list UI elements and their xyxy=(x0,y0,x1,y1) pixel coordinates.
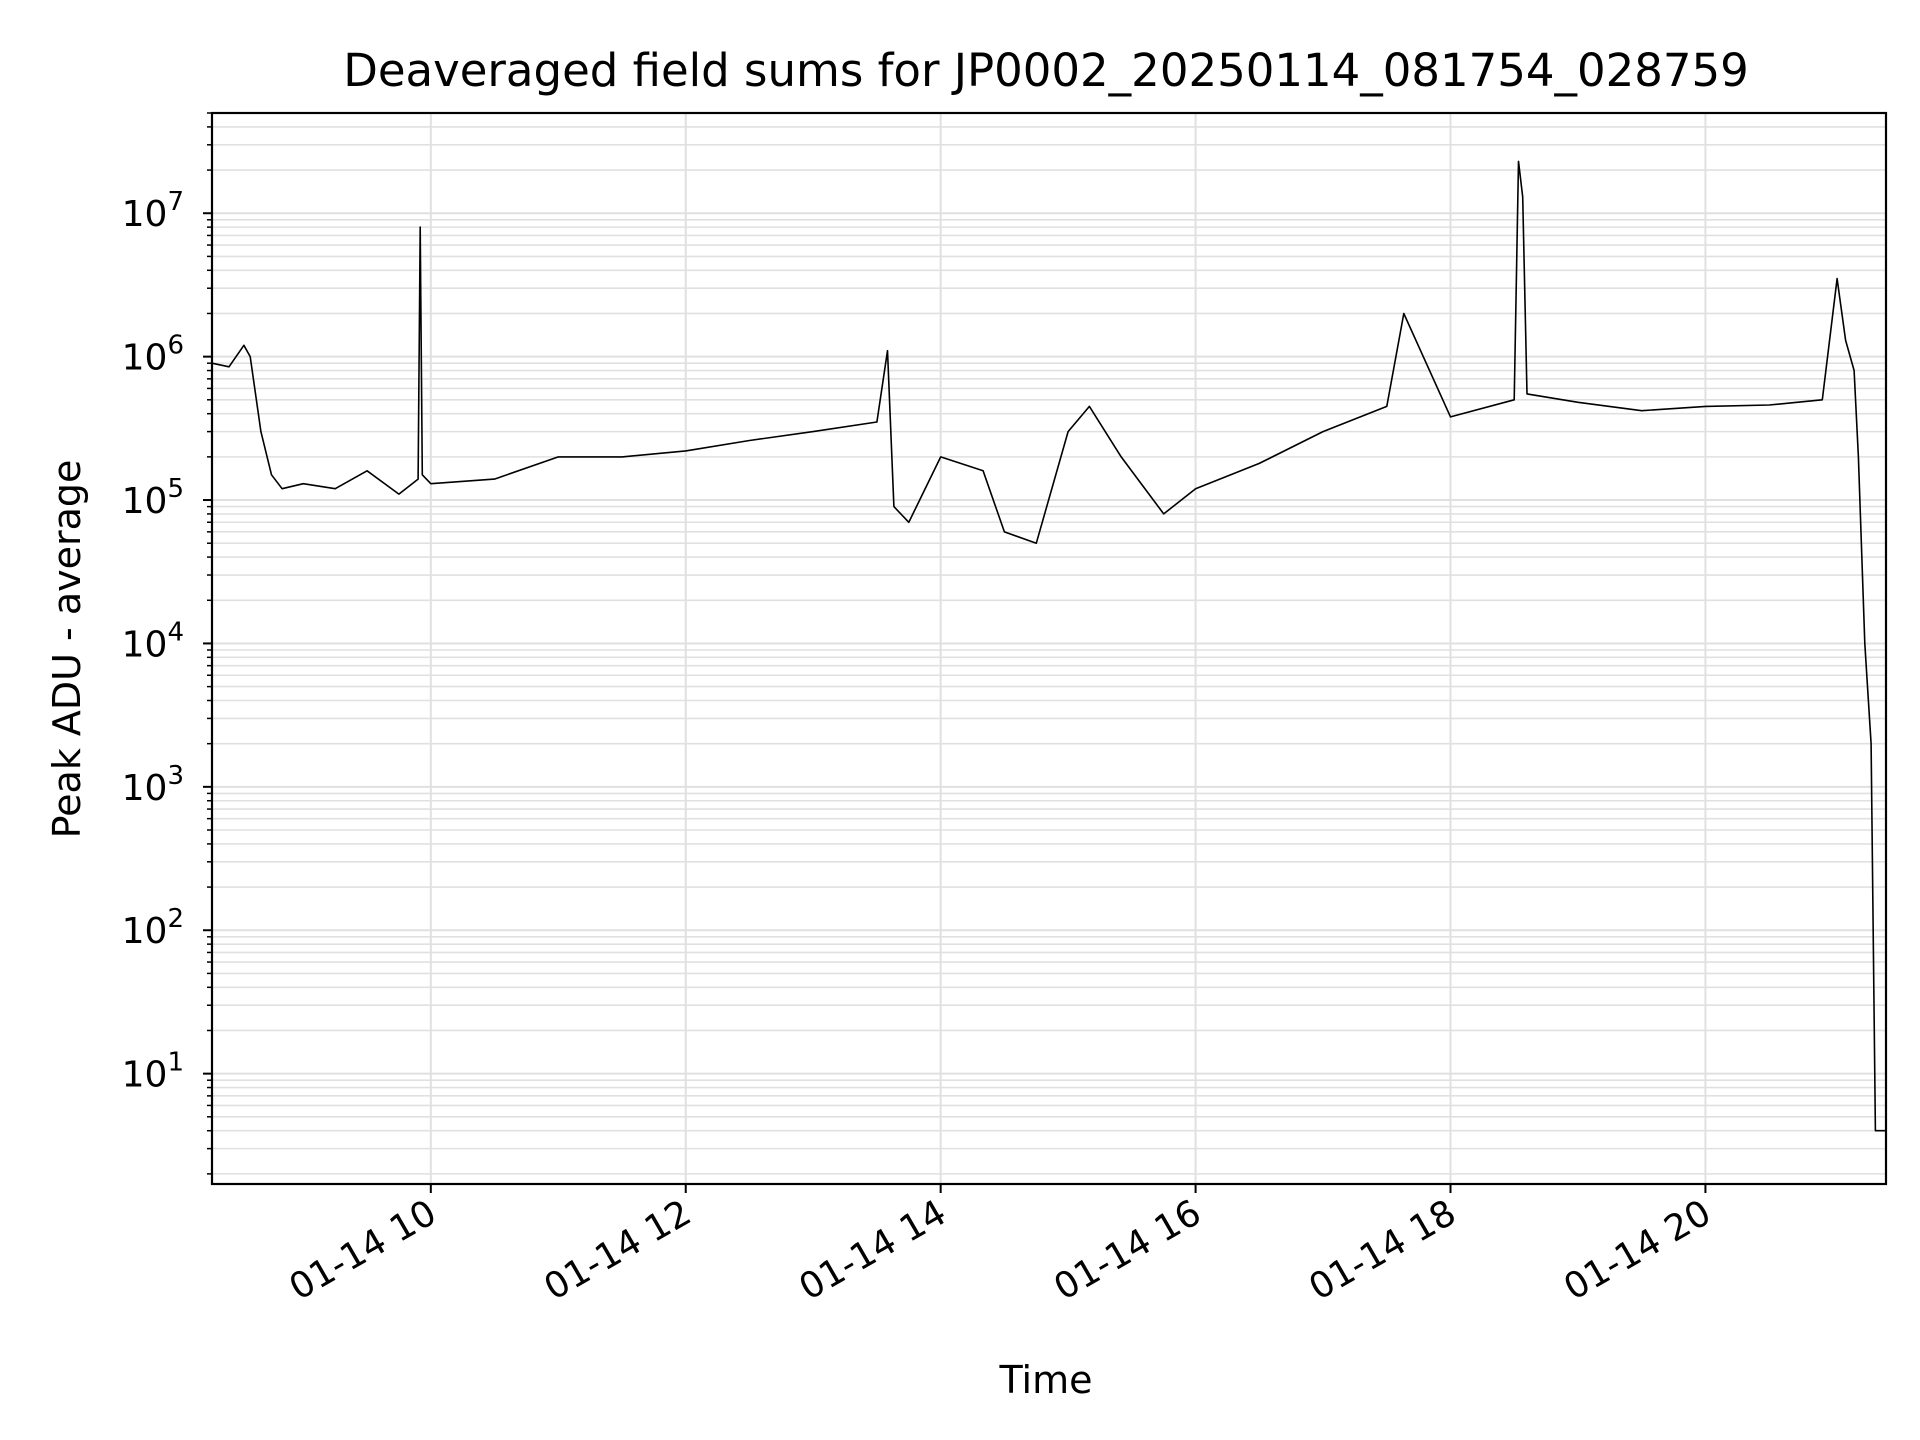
y-axis-label: Peak ADU - average xyxy=(45,460,89,839)
y-tick-base: 10 xyxy=(122,481,168,522)
y-tick-label: 106 xyxy=(122,331,184,379)
axis-ticks xyxy=(203,112,1707,1193)
y-tick-exponent: 7 xyxy=(167,187,184,217)
y-tick-label: 102 xyxy=(122,904,184,952)
x-tick-label: 01-14 18 xyxy=(1302,1192,1463,1308)
y-tick-exponent: 5 xyxy=(167,474,184,504)
x-tick-label: 01-14 16 xyxy=(1047,1192,1208,1308)
y-tick-label: 104 xyxy=(122,617,184,665)
grid-lines xyxy=(212,112,1886,1184)
y-tick-label: 101 xyxy=(122,1048,184,1096)
series-layer xyxy=(211,160,1886,1132)
x-tick-labels: 01-14 10 01-14 12 01-14 14 01-14 16 01-14 18… xyxy=(283,1192,1718,1308)
y-tick-base: 10 xyxy=(122,911,168,952)
y-tick-label: 107 xyxy=(122,187,184,235)
series-line xyxy=(211,160,1886,1132)
y-tick-exponent: 6 xyxy=(167,331,184,361)
y-tick-base: 10 xyxy=(122,624,168,665)
x-tick-label: 01-14 20 xyxy=(1557,1192,1718,1308)
plot-frame xyxy=(210,111,1888,1186)
y-tick-label: 105 xyxy=(122,474,184,522)
y-tick-exponent: 1 xyxy=(167,1048,184,1078)
x-axis-label: Time xyxy=(999,1358,1093,1402)
chart-title: Deaveraged field sums for JP0002_2025011… xyxy=(343,44,1749,97)
y-tick-base: 10 xyxy=(122,338,168,379)
y-tick-exponent: 3 xyxy=(167,761,184,791)
x-tick-label: 01-14 14 xyxy=(792,1192,953,1308)
y-tick-base: 10 xyxy=(122,768,168,809)
x-tick-label: 01-14 12 xyxy=(538,1192,699,1308)
y-tick-label: 103 xyxy=(122,761,184,809)
y-tick-exponent: 2 xyxy=(167,904,184,934)
x-tick-label: 01-14 10 xyxy=(283,1192,444,1308)
y-tick-base: 10 xyxy=(122,194,168,235)
y-tick-base: 10 xyxy=(122,1055,168,1096)
y-tick-exponent: 4 xyxy=(167,617,184,647)
